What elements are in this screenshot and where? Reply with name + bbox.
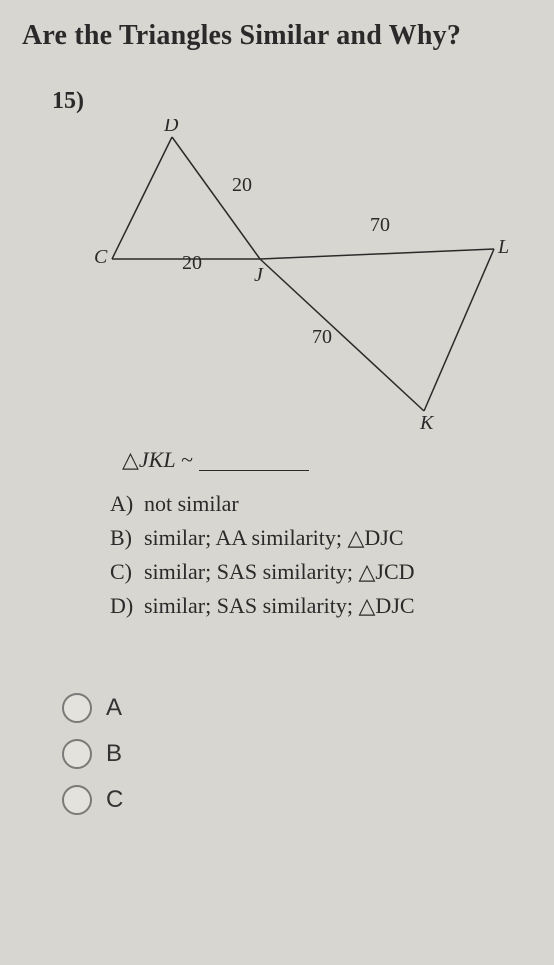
svg-text:70: 70 — [370, 214, 390, 236]
radio-group: A B C — [62, 693, 532, 815]
svg-text:D: D — [163, 119, 179, 136]
radio-circle-icon — [62, 785, 92, 815]
svg-text:K: K — [419, 412, 435, 434]
radio-label: B — [106, 740, 122, 768]
svg-text:70: 70 — [312, 326, 332, 348]
radio-option-c[interactable]: C — [62, 785, 532, 815]
choice-text: not similar — [144, 491, 239, 516]
radio-circle-icon — [62, 693, 92, 723]
choice-letter: D) — [110, 589, 144, 623]
similarity-prompt: △JKL ~ — [122, 447, 532, 473]
radio-label: C — [106, 786, 123, 814]
choice-d: D)similar; SAS similarity; △DJC — [110, 589, 532, 623]
radio-option-a[interactable]: A — [62, 693, 532, 723]
triangle-symbol: △ — [122, 447, 139, 472]
triangle-jkl: JKL — [139, 447, 176, 472]
choice-text: similar; SAS similarity; △DJC — [144, 593, 415, 618]
radio-option-b[interactable]: B — [62, 739, 532, 769]
svg-text:20: 20 — [232, 174, 252, 196]
radio-label: A — [106, 694, 122, 722]
svg-text:J: J — [254, 264, 264, 286]
svg-text:L: L — [497, 236, 509, 258]
choice-a: A)not similar — [110, 487, 532, 521]
answer-choices: A)not similar B)similar; AA similarity; … — [110, 487, 532, 623]
choice-text: similar; SAS similarity; △JCD — [144, 559, 415, 584]
choice-letter: C) — [110, 555, 144, 589]
choice-letter: A) — [110, 487, 144, 521]
choice-text: similar; AA similarity; △DJC — [144, 525, 404, 550]
choice-b: B)similar; AA similarity; △DJC — [110, 521, 532, 555]
page-title: Are the Triangles Similar and Why? — [22, 20, 532, 52]
tilde: ~ — [176, 447, 193, 472]
choice-letter: B) — [110, 521, 144, 555]
svg-text:20: 20 — [182, 252, 202, 274]
question-number: 15) — [52, 88, 532, 115]
choice-c: C)similar; SAS similarity; △JCD — [110, 555, 532, 589]
answer-blank — [199, 470, 309, 471]
geometry-figure: D C J L K 20 20 70 70 — [42, 119, 522, 439]
svg-text:C: C — [94, 246, 108, 268]
radio-circle-icon — [62, 739, 92, 769]
triangle-svg: D C J L K 20 20 70 70 — [42, 119, 522, 439]
